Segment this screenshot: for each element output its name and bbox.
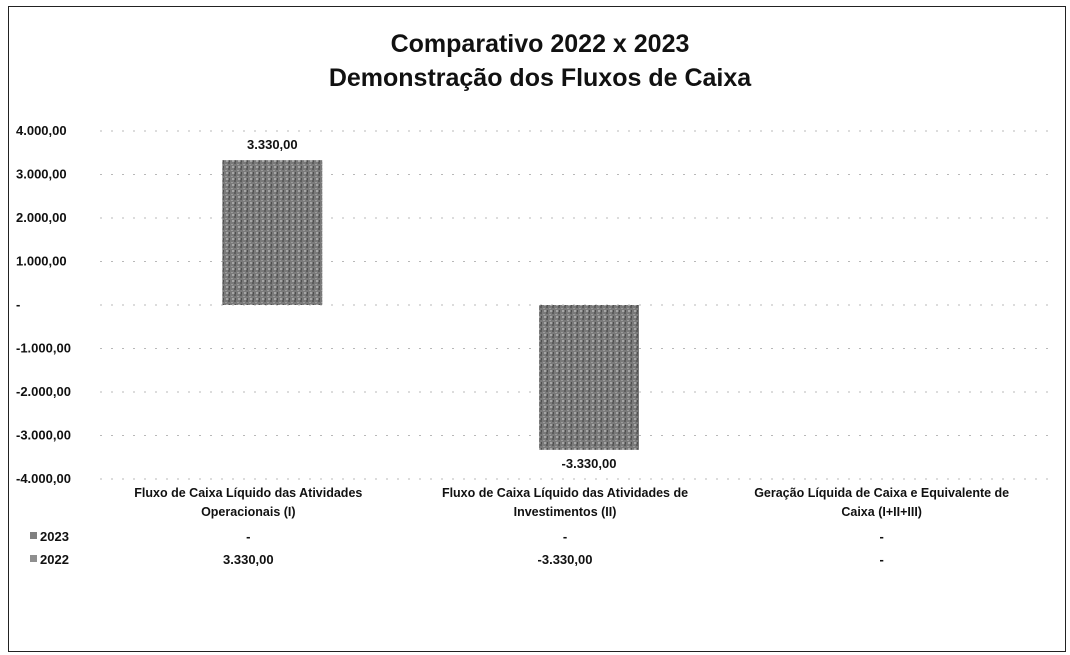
chart-title: Comparativo 2022 x 2023 bbox=[391, 30, 690, 58]
data-label-2022-1: -3.330,00 bbox=[562, 456, 617, 471]
y-tick-label-8: -4.000,00 bbox=[16, 471, 71, 486]
table-cell-2023-1: - bbox=[563, 529, 567, 544]
category-label-1-line-0: Fluxo de Caixa Líquido das Atividades de bbox=[442, 486, 688, 500]
table-cell-2023-0: - bbox=[246, 529, 250, 544]
y-tick-label-5: -1.000,00 bbox=[16, 341, 71, 356]
legend-swatch-2022 bbox=[30, 555, 37, 562]
category-label-2-line-1: Caixa (I+II+III) bbox=[841, 505, 922, 519]
category-label-1-line-1: Investimentos (II) bbox=[514, 505, 617, 519]
legend-label-2023: 2023 bbox=[40, 529, 69, 544]
bar-2022-0 bbox=[222, 160, 323, 305]
category-label-2-line-0: Geração Líquida de Caixa e Equivalente d… bbox=[754, 486, 1009, 500]
bar-2022-1 bbox=[539, 305, 639, 450]
y-tick-label-0: 4.000,00 bbox=[16, 123, 67, 138]
category-label-0-line-1: Operacionais (I) bbox=[201, 505, 295, 519]
data-label-2022-0: 3.330,00 bbox=[247, 137, 298, 152]
legend-label-2022: 2022 bbox=[40, 552, 69, 567]
y-tick-label-2: 2.000,00 bbox=[16, 210, 67, 225]
table-cell-2022-2: - bbox=[879, 552, 883, 567]
category-labels: Fluxo de Caixa Líquido das Atividades Ope… bbox=[134, 486, 1009, 519]
y-tick-label-6: -2.000,00 bbox=[16, 384, 71, 399]
y-axis: 4.000,00 3.000,00 2.000,00 1.000,00 - -1.000,… bbox=[16, 123, 71, 486]
legend-swatch-2023 bbox=[30, 532, 37, 539]
y-tick-label-7: -3.000,00 bbox=[16, 428, 71, 443]
data-table: 2023 - - - 2022 3.330,00 -3.330,00 - bbox=[30, 529, 884, 567]
category-label-0-line-0: Fluxo de Caixa Líquido das Atividades bbox=[134, 486, 362, 500]
chart-subtitle: Demonstração dos Fluxos de Caixa bbox=[329, 64, 752, 92]
y-tick-label-4: - bbox=[16, 297, 20, 312]
table-cell-2022-0: 3.330,00 bbox=[223, 552, 274, 567]
chart-frame bbox=[8, 6, 1066, 652]
y-tick-label-3: 1.000,00 bbox=[16, 254, 67, 269]
y-tick-label-1: 3.000,00 bbox=[16, 167, 67, 182]
bars: 3.330,00 -3.330,00 bbox=[222, 137, 639, 471]
table-cell-2023-2: - bbox=[879, 529, 883, 544]
table-cell-2022-1: -3.330,00 bbox=[538, 552, 593, 567]
